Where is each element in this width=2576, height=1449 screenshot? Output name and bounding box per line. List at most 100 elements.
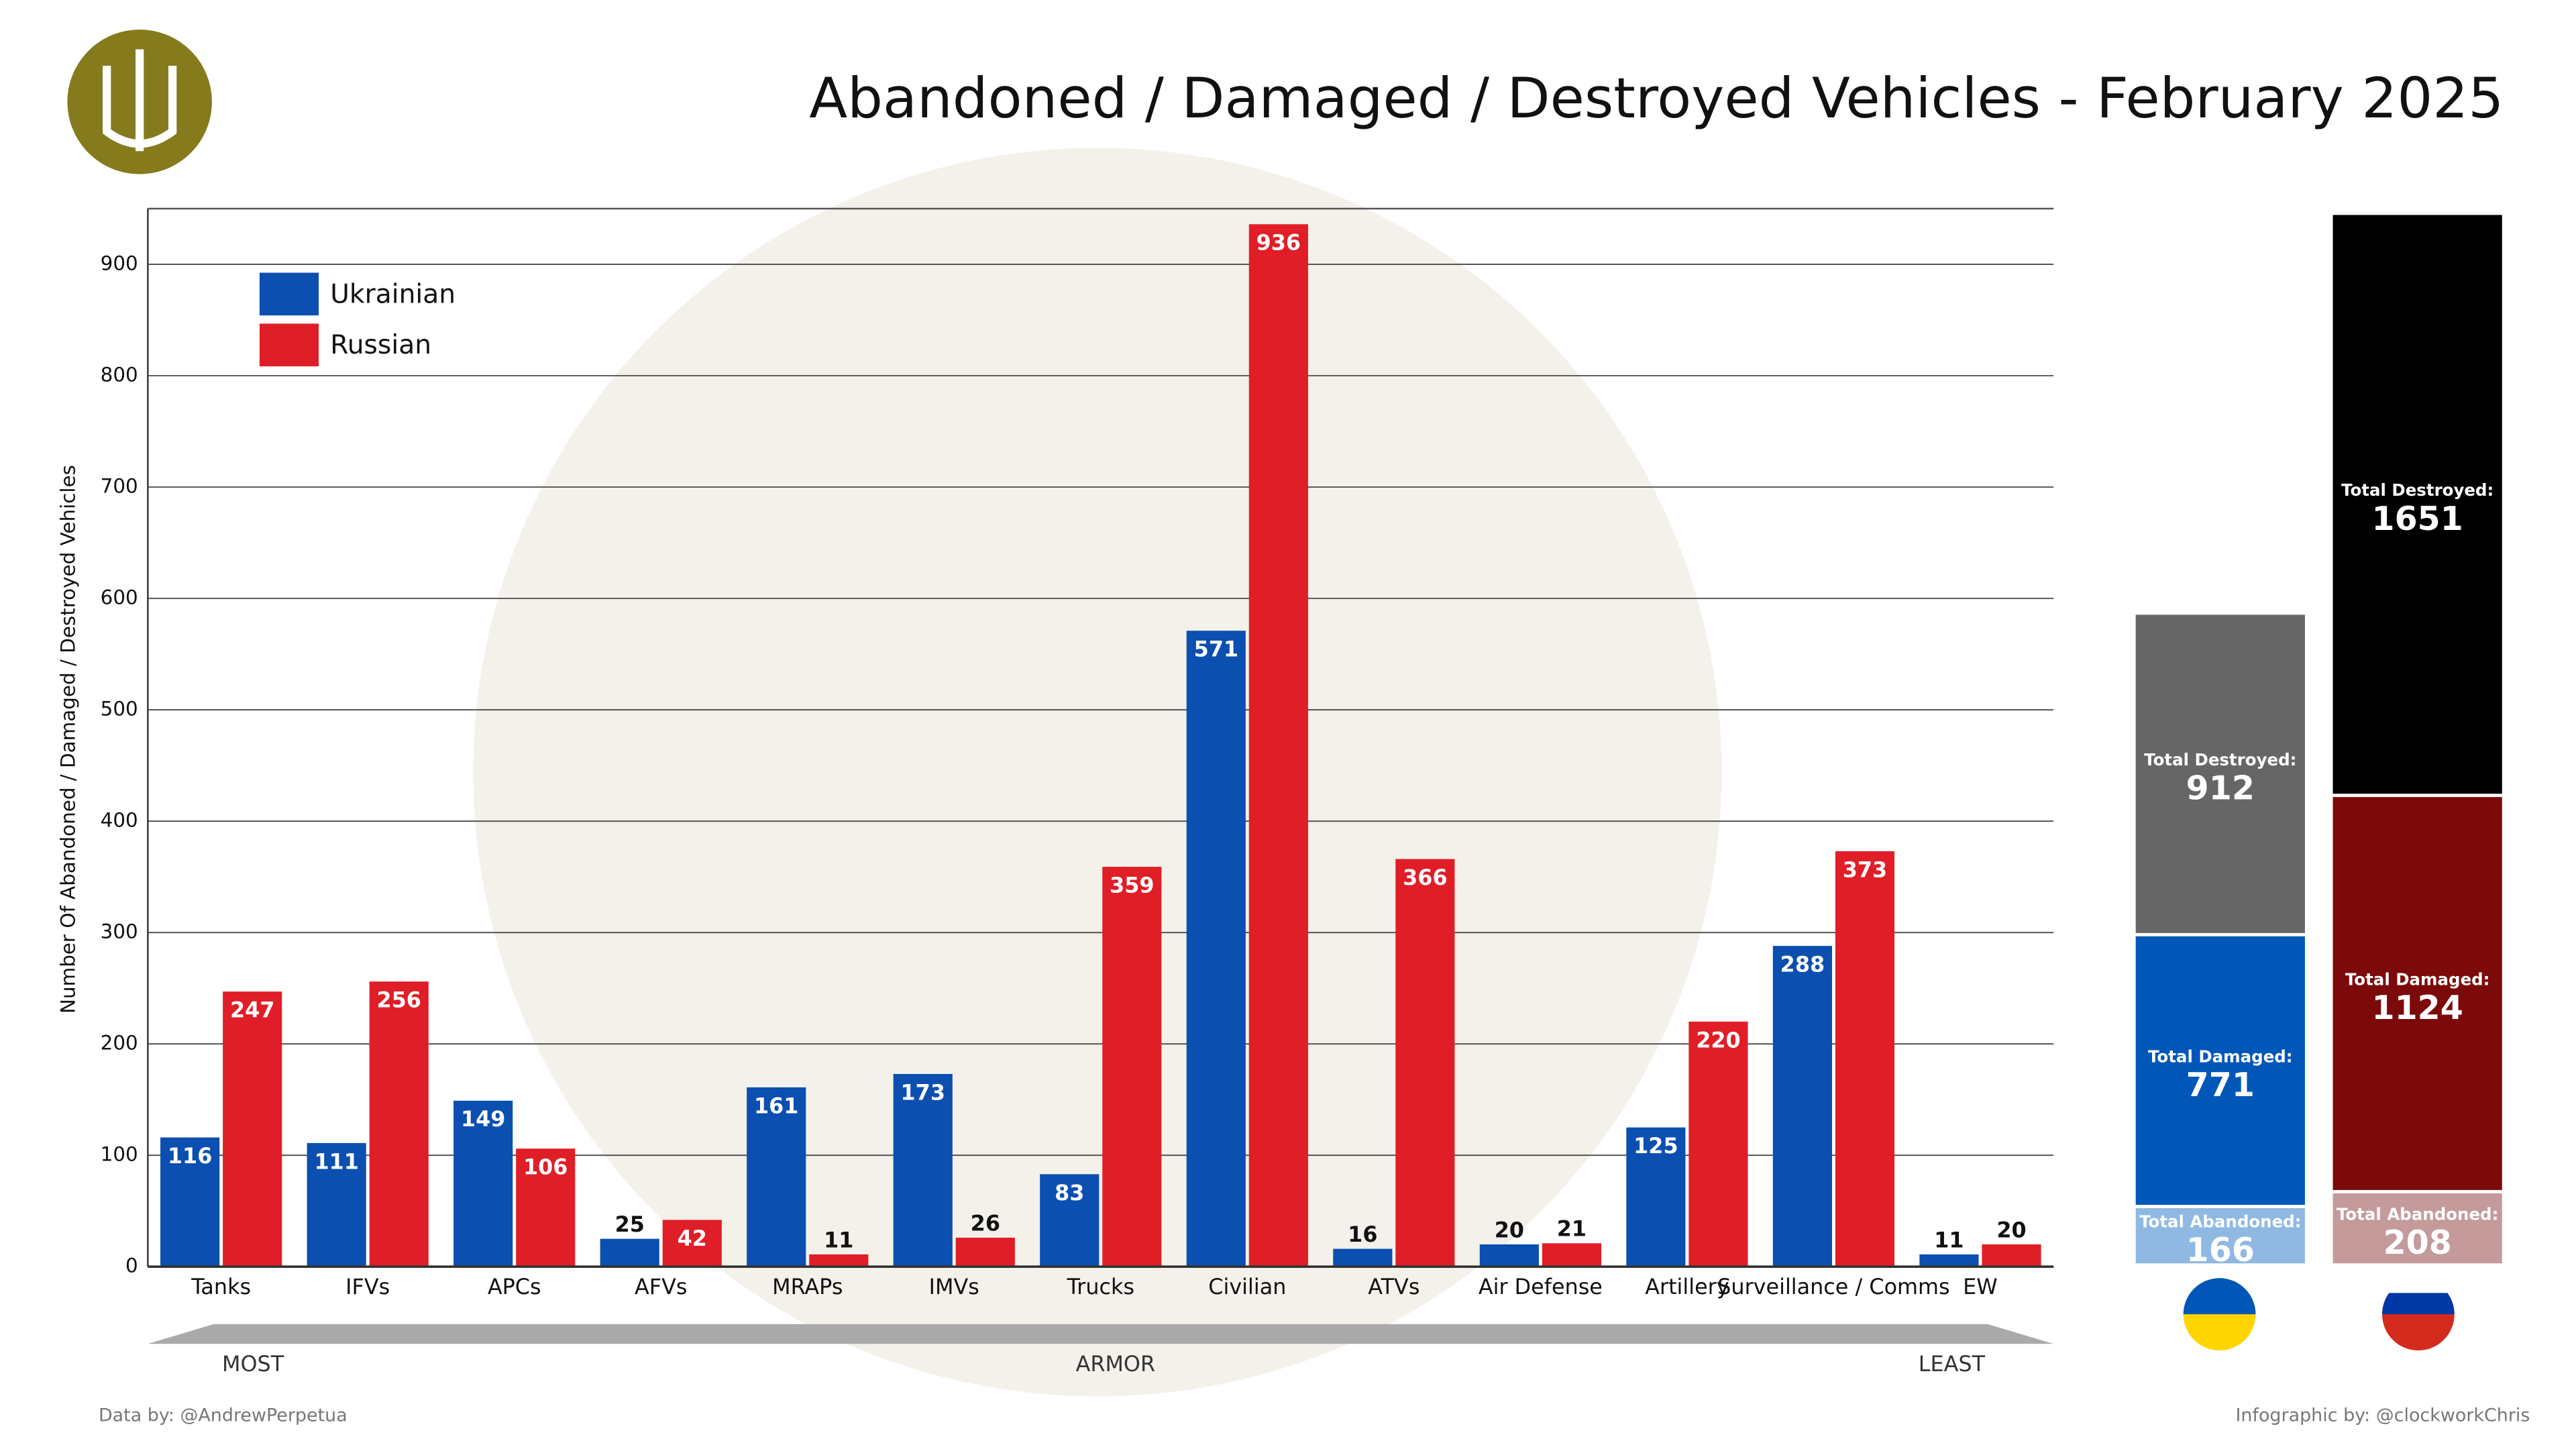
value-label: 149 (461, 1106, 505, 1132)
bar (1040, 1174, 1099, 1267)
x-tick-label: Trucks (1067, 1274, 1135, 1299)
value-label: 936 (1256, 230, 1301, 256)
value-label: 125 (1633, 1133, 1678, 1159)
y-tick-label: 200 (101, 1032, 138, 1055)
x-tick-label: Artillery (1645, 1274, 1729, 1299)
bar (1102, 867, 1162, 1267)
total-label: Total Abandoned: (2337, 1204, 2498, 1224)
value-label: 161 (754, 1093, 798, 1118)
legend-label: Russian (330, 330, 431, 360)
total-value: 771 (2186, 1066, 2255, 1104)
value-label: 116 (168, 1143, 212, 1169)
value-label: 173 (901, 1079, 945, 1105)
chart-title: Abandoned / Damaged / Destroyed Vehicles… (809, 66, 2504, 131)
total-segment (2332, 797, 2502, 1190)
x-tick-label: IFVs (345, 1274, 390, 1299)
bar (1248, 224, 1308, 1267)
bar (1919, 1254, 1979, 1267)
value-label: 20 (1495, 1217, 1524, 1242)
value-label: 106 (523, 1155, 568, 1180)
bar (1835, 851, 1895, 1267)
x-tick-label: Air Defense (1479, 1274, 1603, 1299)
y-tick-label: 300 (101, 920, 138, 943)
y-tick-label: 800 (101, 364, 138, 386)
value-label: 21 (1557, 1216, 1587, 1242)
total-segment (2332, 215, 2502, 794)
x-tick-label: MRAPs (772, 1274, 843, 1299)
value-label: 111 (314, 1148, 358, 1174)
x-tick-label: EW (1963, 1274, 1998, 1299)
x-tick-label: Civilian (1208, 1274, 1286, 1299)
bar (1542, 1243, 1602, 1267)
bar (809, 1254, 869, 1267)
x-tick-label: Surveillance / Comms (1717, 1274, 1949, 1299)
value-label: 256 (376, 987, 421, 1013)
total-segment (2135, 936, 2305, 1205)
total-segment (2135, 614, 2305, 933)
flag-russia-top (2385, 1271, 2451, 1293)
value-label: 26 (971, 1210, 1000, 1236)
x-tick-label: IMVs (929, 1274, 979, 1299)
armor-least: LEAST (1919, 1351, 1986, 1377)
total-label: Total Damaged: (2345, 969, 2490, 989)
bar (893, 1073, 953, 1267)
value-label: 11 (824, 1227, 853, 1252)
y-axis-label: Number Of Abandoned / Damaged / Destroye… (56, 465, 79, 1014)
infographic-credit: Infographic by: @clockworkChris (2235, 1405, 2530, 1426)
total-value: 166 (2186, 1231, 2255, 1269)
emblem-trident (103, 49, 177, 152)
total-segment (2332, 1193, 2502, 1264)
data-credit: Data by: @AndrewPerpetua (99, 1405, 347, 1426)
x-tick-label: APCs (488, 1274, 541, 1299)
legend-swatch (259, 323, 319, 367)
flag-ukraine-top (2183, 1278, 2256, 1315)
bar (747, 1087, 806, 1267)
x-tick-label: ATVs (1368, 1274, 1419, 1299)
bar (1626, 1127, 1686, 1267)
value-label: 25 (615, 1212, 645, 1237)
bar (1688, 1021, 1748, 1267)
total-value: 208 (2383, 1224, 2452, 1262)
total-value: 1124 (2372, 989, 2463, 1027)
y-tick-label: 100 (101, 1143, 138, 1166)
total-value: 912 (2186, 769, 2255, 808)
total-label: Total Damaged: (2148, 1046, 2293, 1066)
value-label: 83 (1055, 1180, 1084, 1205)
armor-center: ARMOR (1076, 1351, 1156, 1377)
bar (223, 991, 282, 1267)
value-label: 247 (230, 997, 274, 1022)
value-label: 11 (1934, 1227, 1964, 1252)
armor-most: MOST (222, 1351, 284, 1377)
value-label: 220 (1696, 1027, 1740, 1053)
bar (369, 981, 429, 1267)
value-label: 288 (1780, 951, 1825, 977)
total-label: Total Abandoned: (2139, 1212, 2301, 1232)
y-tick-label: 900 (101, 252, 138, 275)
y-tick-label: 700 (101, 475, 138, 498)
value-label: 20 (1996, 1217, 2026, 1242)
legend-swatch (259, 272, 319, 316)
bar (1772, 946, 1832, 1267)
bar (1395, 859, 1455, 1267)
bar (160, 1137, 220, 1267)
bar (453, 1100, 513, 1267)
y-tick-label: 500 (101, 698, 138, 720)
total-label: Total Destroyed: (2341, 480, 2493, 500)
y-tick-label: 600 (101, 586, 138, 609)
bar (1982, 1244, 2041, 1267)
bar (1333, 1248, 1393, 1267)
total-label: Total Destroyed: (2144, 750, 2296, 769)
x-tick-label: Tanks (191, 1274, 251, 1299)
legend-label: Ukrainian (330, 279, 455, 309)
y-tick-label: 0 (125, 1254, 138, 1277)
bar (307, 1142, 366, 1267)
value-label: 571 (1194, 637, 1238, 662)
bar (955, 1237, 1015, 1267)
total-segment (2135, 1208, 2305, 1264)
value-label: 373 (1843, 857, 1887, 882)
bar (1186, 631, 1246, 1267)
armor-arrow (148, 1324, 2054, 1344)
value-label: 42 (678, 1226, 707, 1251)
bar (516, 1148, 576, 1267)
